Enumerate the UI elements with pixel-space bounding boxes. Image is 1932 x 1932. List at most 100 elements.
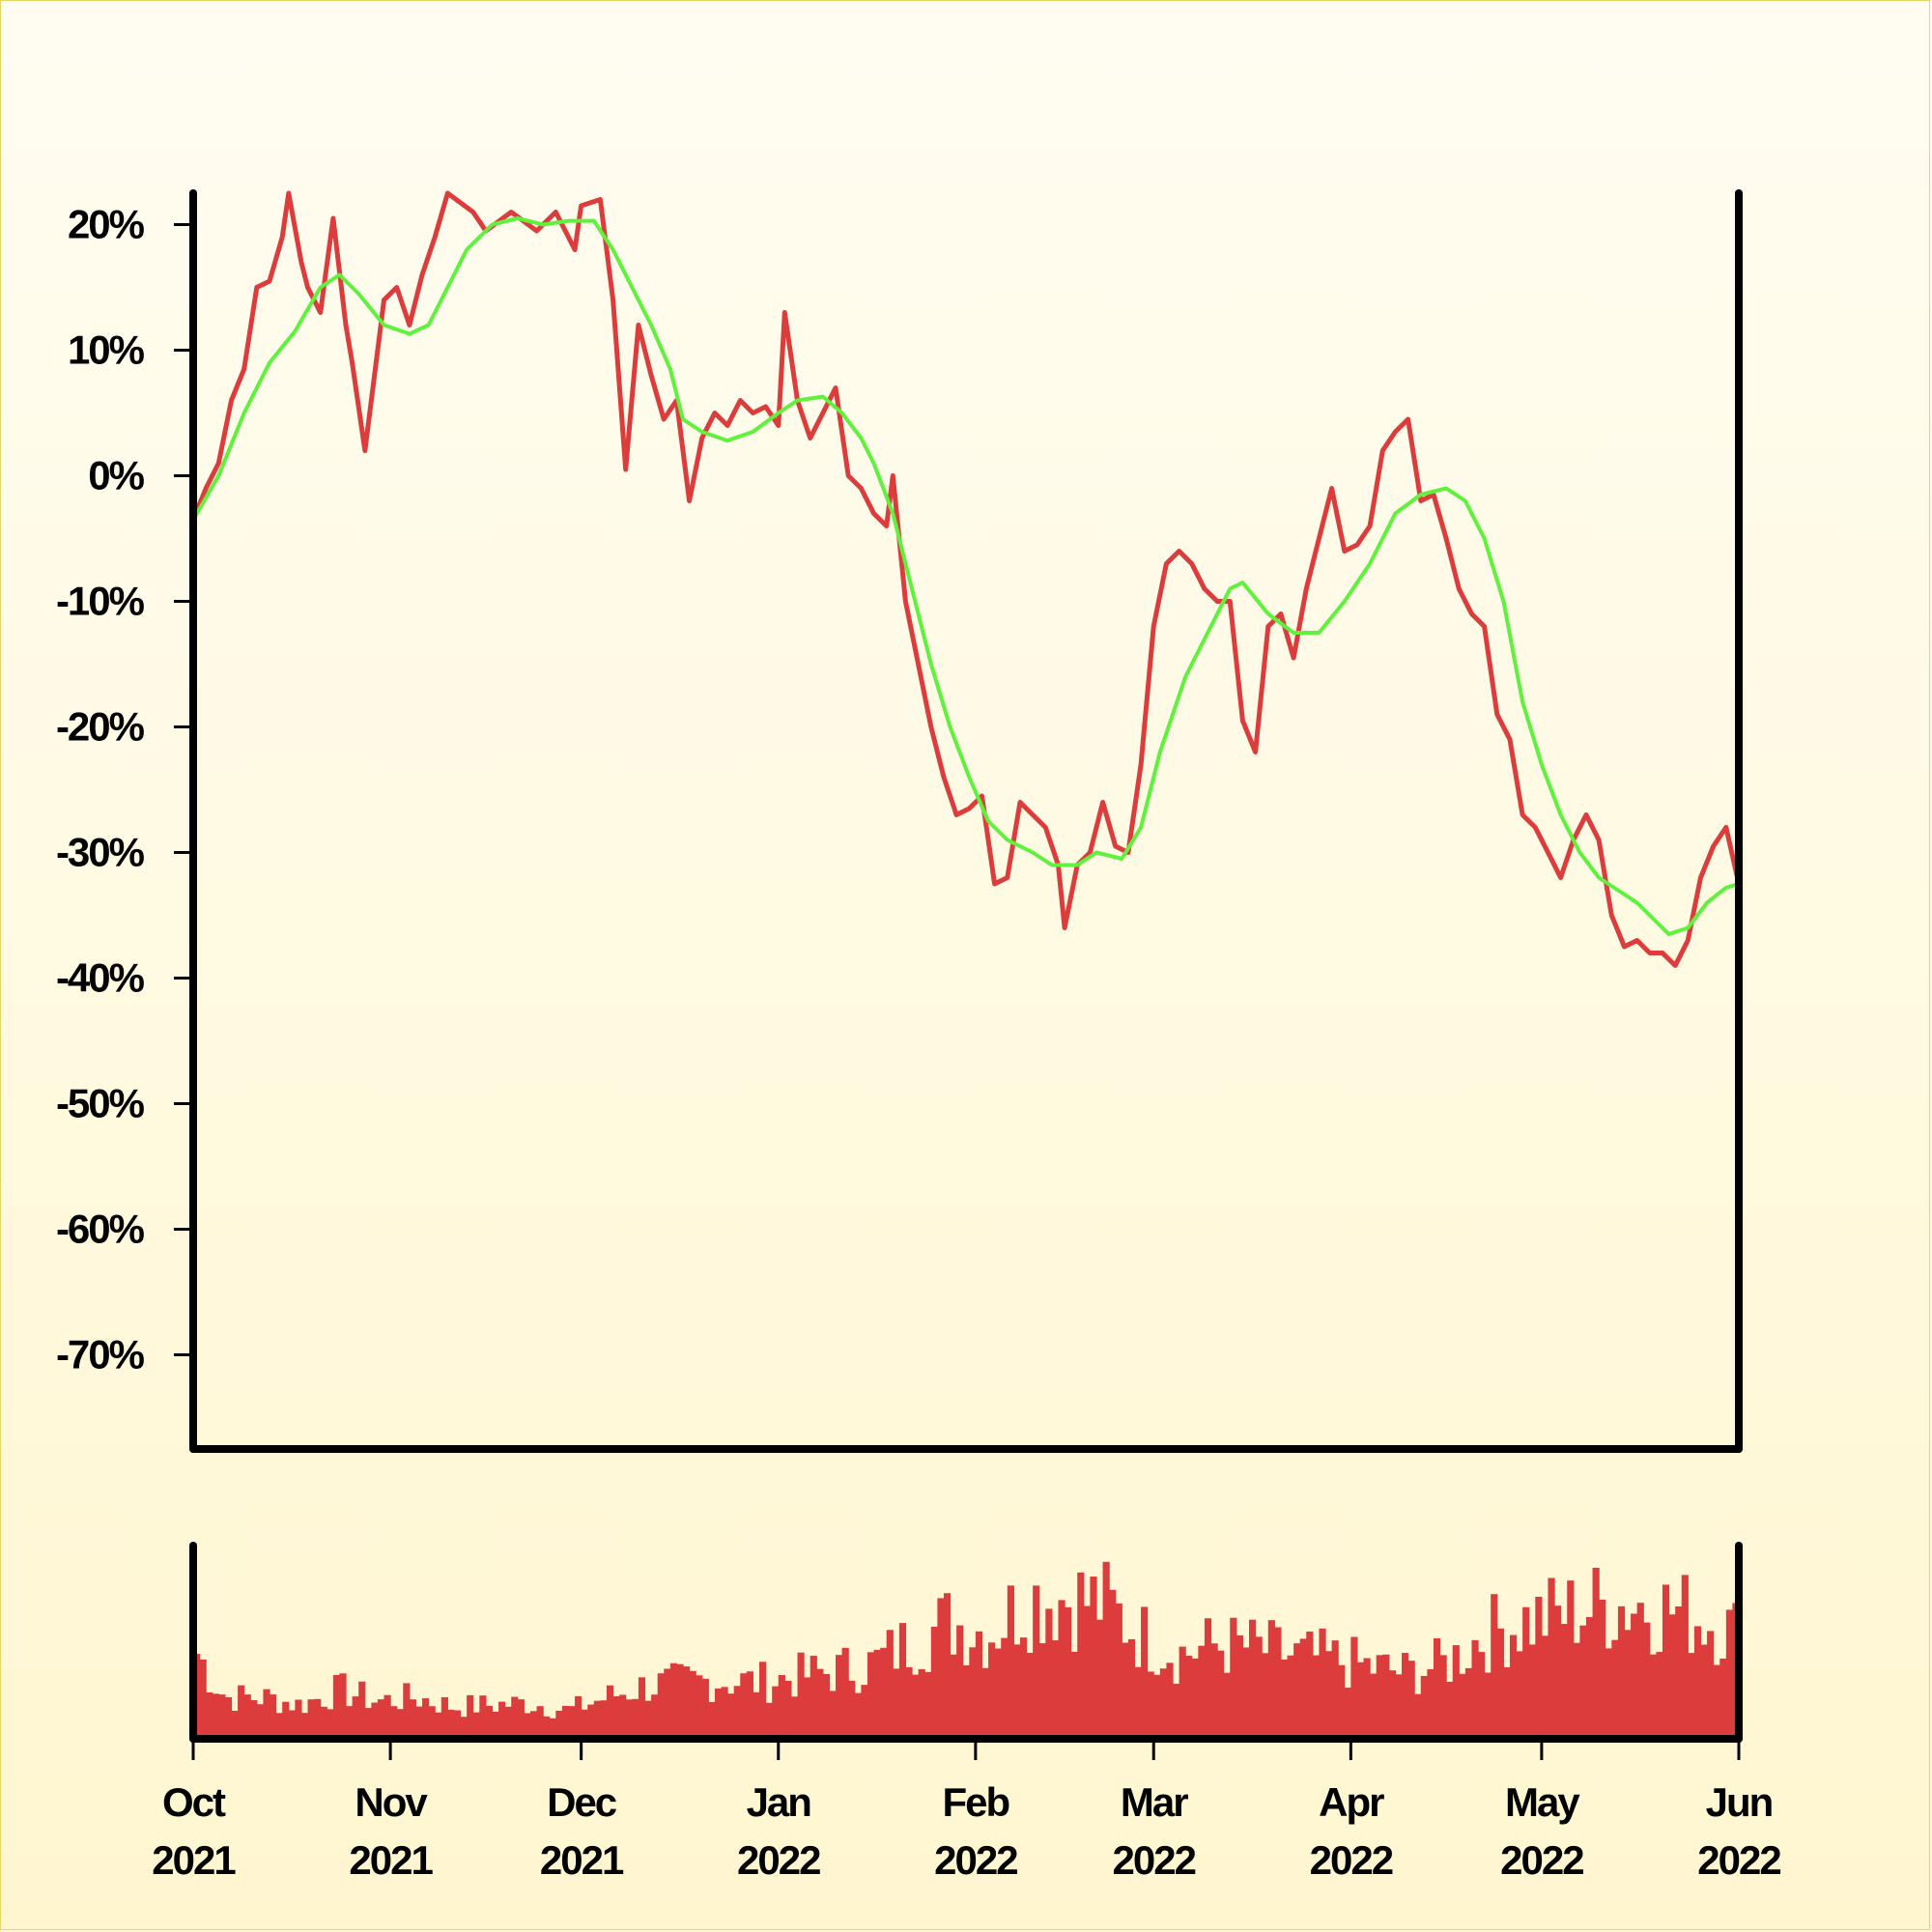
volume-bar: [1033, 1585, 1040, 1739]
volume-bar: [1001, 1637, 1009, 1739]
volume-bar: [218, 1694, 226, 1739]
volume-bar: [346, 1706, 354, 1739]
volume-bar: [1141, 1606, 1149, 1739]
volume-bar: [529, 1711, 538, 1739]
x-tick-month: Jun: [1706, 1779, 1773, 1825]
volume-bar: [1725, 1609, 1734, 1739]
volume-bar: [1459, 1673, 1466, 1739]
x-tick-month: Apr: [1319, 1779, 1384, 1825]
volume-bar: [485, 1705, 494, 1739]
volume-bar: [1026, 1653, 1034, 1739]
volume-bar: [250, 1700, 258, 1739]
x-tick-month: Nov: [355, 1779, 428, 1825]
volume-bar: [1134, 1666, 1142, 1739]
volume-bar: [1452, 1645, 1460, 1739]
volume-bar: [1681, 1575, 1689, 1739]
volume-bar: [1414, 1693, 1422, 1739]
volume-bar: [1344, 1688, 1351, 1739]
volume-bar: [270, 1694, 277, 1739]
volume-bar: [295, 1699, 302, 1739]
volume-bar: [1516, 1651, 1523, 1739]
y-tick-label: 10%: [68, 327, 145, 373]
volume-bar: [1554, 1605, 1562, 1739]
volume-bar: [409, 1699, 417, 1739]
volume-bar: [836, 1655, 843, 1739]
volume-bar: [1179, 1646, 1186, 1739]
volume-bar: [1649, 1654, 1657, 1739]
volume-bar: [651, 1694, 659, 1739]
volume-bar: [1439, 1655, 1447, 1739]
price-series-line: [191, 216, 1741, 936]
volume-bar: [1693, 1626, 1702, 1739]
volume-bar: [300, 1713, 309, 1739]
volume-bar: [969, 1647, 977, 1739]
volume-bar: [479, 1695, 487, 1739]
volume-bar: [873, 1649, 881, 1739]
volume-bar: [238, 1685, 245, 1739]
x-tick-year: 2021: [152, 1837, 236, 1883]
volume-bar: [212, 1693, 219, 1739]
volume-bar: [956, 1625, 964, 1739]
volume-bar: [1122, 1642, 1129, 1739]
x-tick-year: 2021: [349, 1837, 433, 1883]
volume-bar: [753, 1691, 760, 1739]
volume-bar: [612, 1695, 620, 1739]
volume-bar: [1280, 1659, 1289, 1739]
volume-bar: [581, 1709, 588, 1739]
volume-bar: [600, 1700, 608, 1739]
volume-bar: [759, 1662, 767, 1739]
volume-bar: [314, 1698, 322, 1739]
price-series-line: [190, 190, 1742, 968]
volume-bar: [371, 1702, 379, 1739]
volume-bar: [1172, 1683, 1180, 1739]
volume-bar: [403, 1683, 411, 1739]
volume-bar: [1567, 1580, 1575, 1739]
volume-bar: [1070, 1651, 1078, 1739]
volume-bar: [263, 1689, 270, 1739]
y-axis-ticks: 20% 10% 0% -10% -20% -30% -40% -50% -60% -70%: [56, 202, 193, 1378]
volume-bar: [962, 1664, 970, 1739]
volume-bar: [1617, 1605, 1626, 1739]
volume-bar: [619, 1694, 627, 1739]
volume-bar: [1395, 1674, 1403, 1739]
volume-bar: [1471, 1639, 1479, 1739]
volume-bar: [511, 1696, 519, 1739]
volume-bar: [561, 1705, 570, 1739]
volume-bar: [829, 1690, 837, 1739]
volume-bar: [854, 1692, 862, 1739]
volume-bar: [1198, 1645, 1206, 1739]
volume-bar: [1223, 1672, 1231, 1739]
price-axes: [189, 189, 1743, 1453]
volume-bar: [740, 1673, 748, 1739]
volume-bar: [1293, 1643, 1301, 1739]
volume-bar: [1528, 1644, 1536, 1739]
volume-bar: [778, 1675, 785, 1739]
volume-bar: [810, 1656, 817, 1739]
volume-bar: [1407, 1661, 1415, 1739]
volume-bar: [1267, 1620, 1275, 1739]
volume-bar: [524, 1713, 531, 1739]
volume-bar: [669, 1662, 678, 1739]
volume-bar: [555, 1710, 563, 1739]
volume-bar: [880, 1647, 888, 1739]
volume-bar: [1090, 1577, 1097, 1739]
volume-bar: [841, 1647, 849, 1739]
x-tick-year: 2022: [934, 1837, 1017, 1883]
volume-bar: [1274, 1627, 1282, 1739]
volume-bar: [587, 1704, 595, 1739]
volume-bar: [638, 1677, 646, 1739]
volume-bar: [504, 1706, 512, 1739]
x-tick-month: May: [1505, 1779, 1580, 1825]
volume-bar: [1204, 1618, 1212, 1739]
volume-bar: [1579, 1625, 1587, 1739]
volume-bar: [320, 1706, 327, 1739]
volume-bar: [1147, 1671, 1154, 1739]
volume-bar: [664, 1668, 671, 1739]
volume-panel: [189, 1542, 1743, 1743]
y-tick-label: -10%: [56, 579, 145, 624]
volume-bar: [727, 1693, 735, 1739]
volume-bar: [1210, 1643, 1218, 1739]
volume-bar: [1319, 1628, 1326, 1739]
volume-bar: [1350, 1636, 1358, 1739]
